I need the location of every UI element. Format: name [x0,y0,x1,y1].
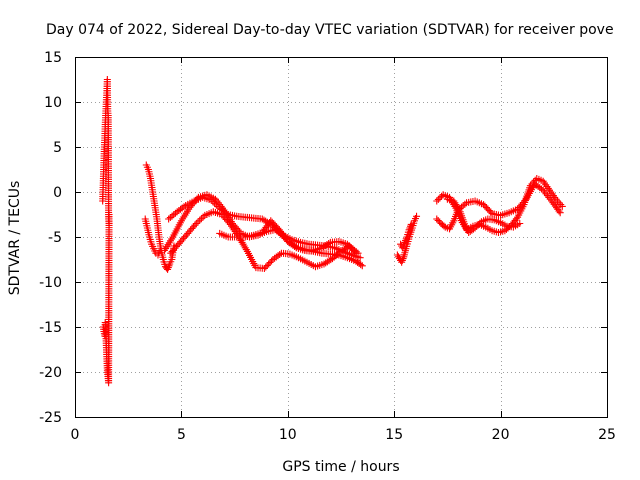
series-arc-2 [141,215,164,259]
data-point [180,203,188,211]
data-point [558,202,566,210]
data-point [555,207,563,215]
data-point [358,262,366,270]
x-tick-label: 25 [598,427,616,443]
series-track-7 [433,191,524,236]
data-point [476,219,484,227]
data-point [211,199,219,207]
data-point [512,215,520,223]
y-tick-label: -10 [39,275,62,291]
data-point [413,212,421,220]
x-tick-label: 20 [492,427,510,443]
x-axis-title: GPS time / hours [282,459,399,475]
data-point [192,220,200,227]
data-point [434,195,442,203]
series-cluster-16b [397,220,415,252]
chart-title: Day 074 of 2022, Sidereal Day-to-day VTE… [46,22,614,38]
x-tick-label: 0 [71,427,80,443]
y-tick-label: 10 [44,95,62,111]
data-point [357,261,365,269]
series-burst-a [99,76,113,227]
data-point [197,215,205,223]
data-point [433,197,441,205]
series-track-4 [216,217,360,257]
data-point [436,194,444,202]
data-point [474,221,482,229]
x-tick-labels: 0 5 10 15 20 25 [71,427,616,443]
y-tick-label: 15 [44,50,62,66]
y-tick-label: -15 [39,320,62,336]
data-point [199,213,207,221]
data-point [352,249,360,257]
y-tick-label: -25 [39,410,62,426]
series-track-3 [167,208,362,272]
data-point [487,208,495,216]
x-tick-label: 5 [177,427,186,443]
data-point [223,209,231,217]
plot-frame [75,57,608,418]
series-arc-1 [142,161,178,273]
data-point [191,221,199,229]
data-point [471,224,479,232]
grid-lines [75,57,607,417]
x-tick-label: 15 [385,427,403,443]
data-point [209,198,217,206]
data-point [105,211,113,218]
data-points [99,76,566,387]
data-point [407,220,415,228]
y-tick-labels: 15 10 5 0 -5 -10 -15 -20 -25 [39,50,62,426]
data-point [440,222,448,230]
y-tick-label: -5 [48,230,62,246]
data-point [212,201,220,209]
data-point [473,222,481,230]
data-point [194,218,202,226]
data-point [556,209,564,217]
data-point [196,216,204,224]
data-point [537,185,545,193]
y-tick-label: 0 [53,185,62,201]
data-point [291,242,299,250]
data-point [325,239,333,247]
data-point [438,192,446,200]
data-point [516,220,524,227]
data-point [350,248,358,256]
data-point [461,200,469,208]
y-tick-label: -20 [39,365,62,381]
y-tick-label: 5 [53,140,62,156]
data-point [207,196,215,204]
series-burst-b [99,211,113,387]
x-tick-label: 10 [279,427,297,443]
y-axis-title: SDTVAR / TECUs [7,181,23,296]
data-point [356,254,364,262]
data-point [276,250,284,258]
